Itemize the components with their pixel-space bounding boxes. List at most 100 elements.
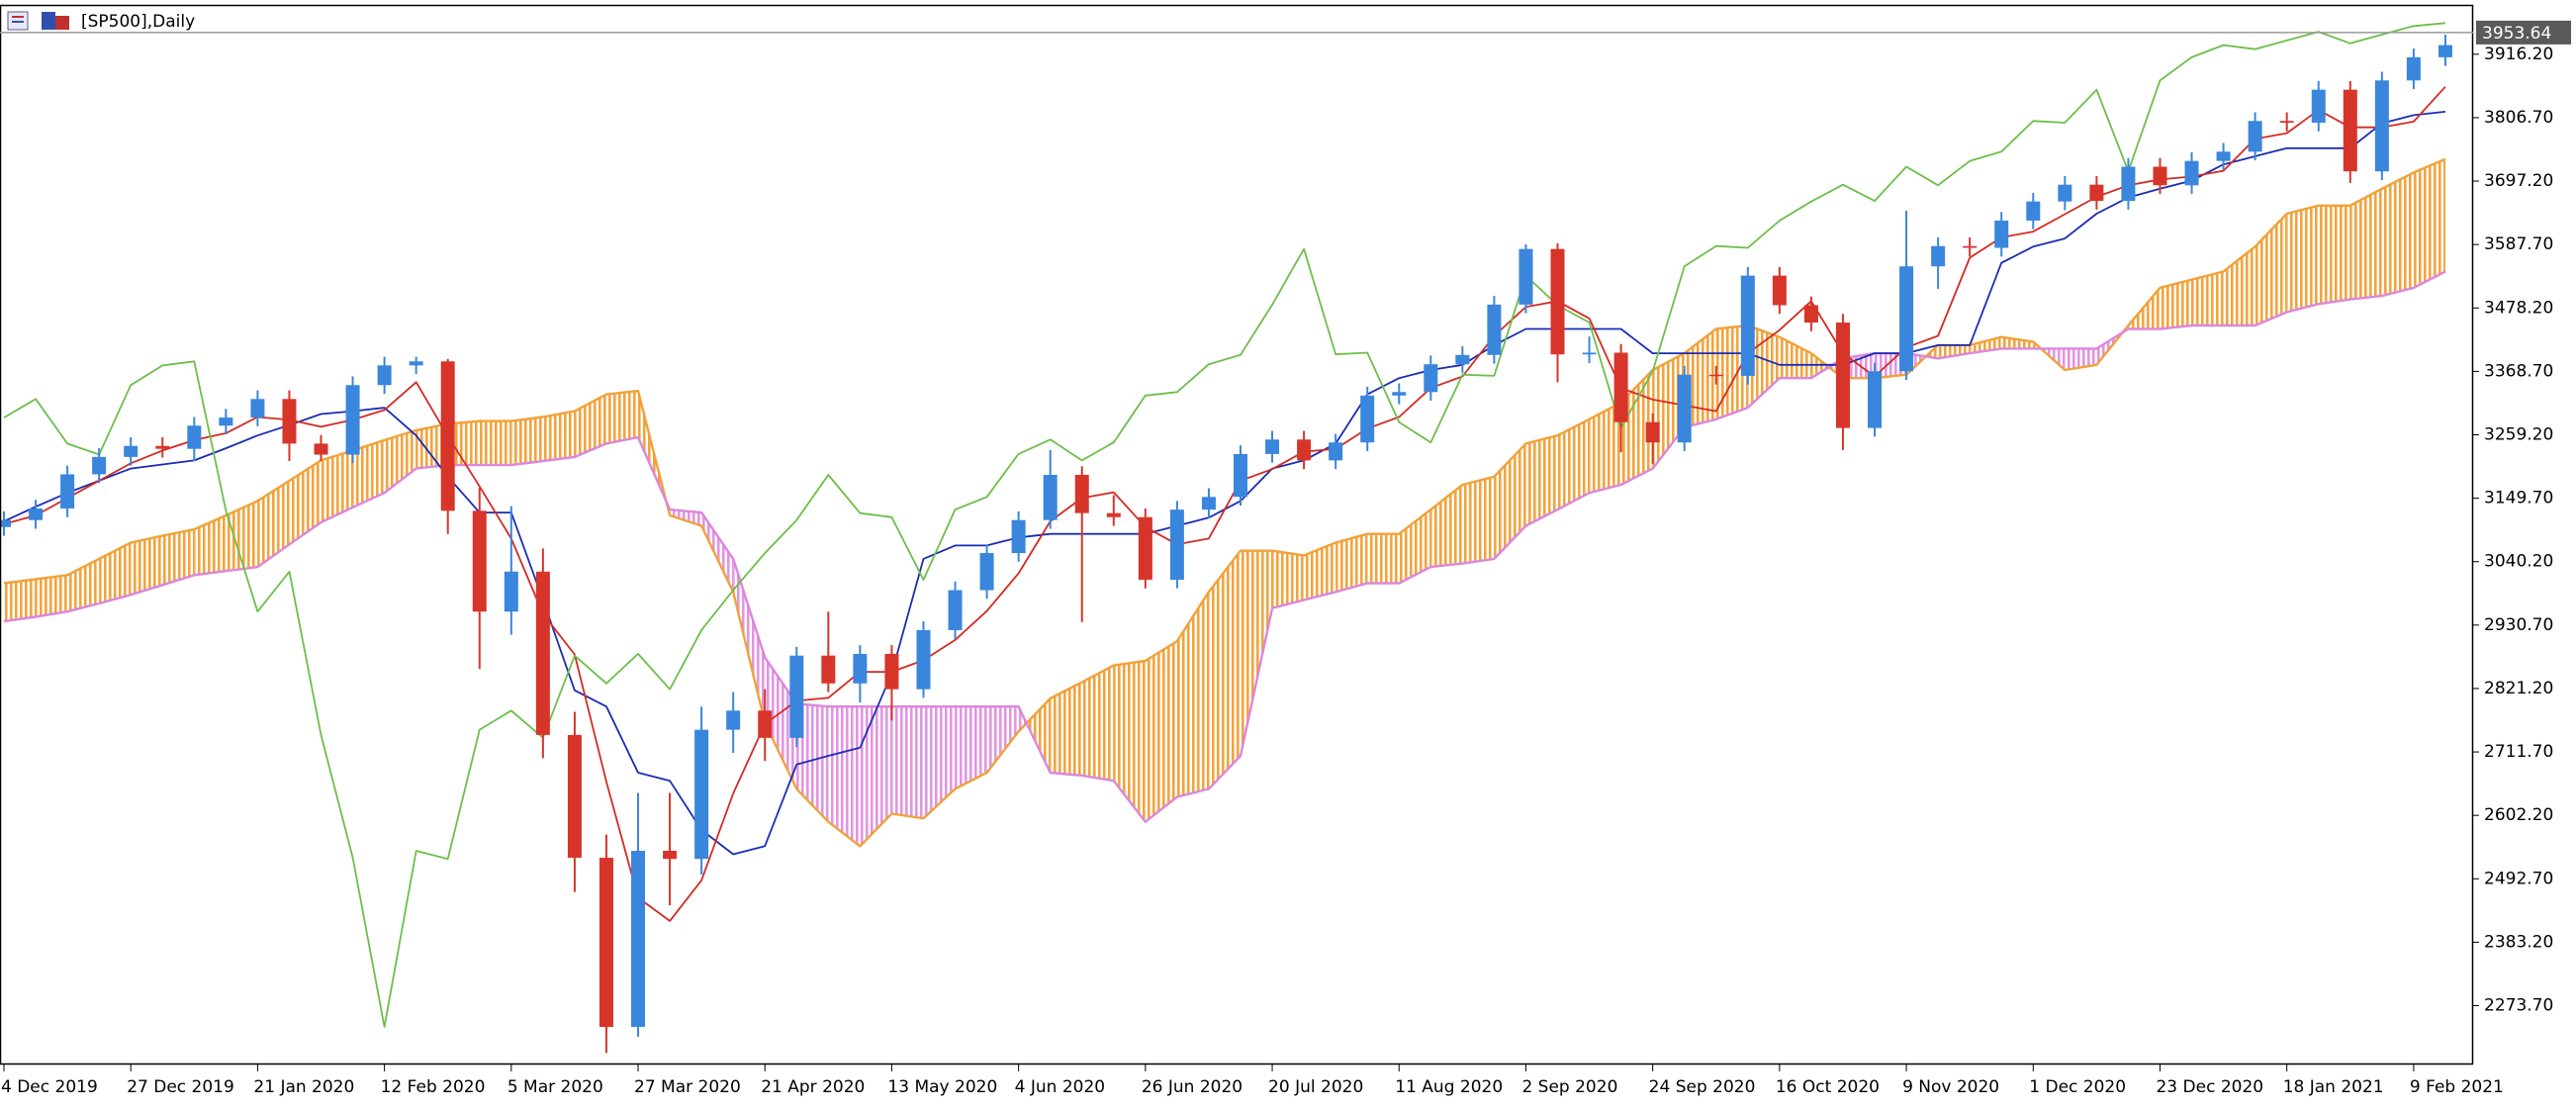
y-tick-label: 3149.70 [2484, 489, 2553, 509]
candle-body [598, 858, 613, 1028]
cloud [479, 420, 511, 466]
candle-body [1963, 245, 1978, 248]
cloud [1747, 324, 1780, 409]
cloud [670, 509, 702, 526]
y-tick-label: 3478.20 [2484, 298, 2553, 318]
cloud [1875, 353, 1907, 379]
candle-body [1772, 275, 1787, 306]
cloud [1652, 353, 1685, 469]
chart-title: [SP500],Daily [81, 12, 195, 32]
cloud [1462, 476, 1495, 564]
candle-body [1677, 374, 1692, 443]
cloud [605, 391, 639, 444]
candle-body [1518, 248, 1533, 305]
y-tick-label: 2602.20 [2484, 805, 2553, 825]
candle-body [2438, 45, 2452, 57]
y-tick-label: 2383.20 [2484, 932, 2553, 952]
cloud [796, 703, 829, 822]
candle-body [1360, 395, 1375, 443]
cloud [2191, 271, 2224, 325]
x-tick-label: 23 Dec 2020 [2156, 1077, 2263, 1097]
cloud [733, 558, 766, 723]
tenkan-line [3, 86, 2446, 922]
icon [12, 16, 24, 18]
cloud [1176, 592, 1209, 797]
cloud [384, 429, 416, 494]
cloud [860, 706, 892, 847]
span-b-line [3, 270, 2446, 823]
candle-body [2406, 56, 2421, 81]
cloud [1145, 641, 1177, 822]
candle-body [2248, 121, 2262, 152]
candle-body [567, 734, 582, 859]
x-tick-label: 9 Feb 2021 [2410, 1077, 2504, 1097]
candle-body [2343, 89, 2357, 172]
candle-body [1329, 442, 1343, 461]
candle-body [92, 456, 107, 475]
candle-body [1550, 248, 1565, 355]
candle-body [821, 655, 836, 684]
cloud [1779, 336, 1811, 379]
candle-body [1613, 352, 1628, 422]
candle-body [2374, 80, 2389, 172]
cloud [1304, 542, 1336, 601]
candle-body [2153, 166, 2167, 186]
candle-body [1169, 509, 1184, 580]
icon [55, 16, 69, 30]
cloud [828, 706, 861, 847]
cloud [923, 706, 956, 819]
y-tick-label: 2711.70 [2484, 742, 2553, 762]
x-tick-label: 9 Nov 2020 [1902, 1077, 1999, 1097]
candle-body [535, 571, 550, 735]
y-tick-label: 3806.70 [2484, 108, 2553, 128]
candle-body [663, 851, 678, 860]
cloud [447, 420, 480, 466]
cloud [2381, 172, 2414, 297]
y-tick-label: 3587.70 [2484, 234, 2553, 254]
cloud [289, 460, 322, 545]
candle-body [29, 508, 44, 520]
cloud [2065, 348, 2097, 371]
candle-body [1708, 374, 1723, 377]
cloud [1081, 665, 1114, 782]
candle-body [979, 553, 994, 591]
candle-body [187, 425, 202, 449]
chikou-line [3, 22, 2445, 1028]
cloud [1494, 443, 1526, 559]
candle-body [1074, 475, 1089, 513]
cloud [542, 411, 575, 461]
cloud [2349, 188, 2382, 300]
cloud [415, 423, 448, 469]
cloud [1525, 435, 1558, 526]
x-tick-label: 4 Jun 2020 [1015, 1077, 1105, 1097]
candle-body [694, 729, 709, 860]
cloud [1113, 660, 1146, 822]
cloud [574, 394, 606, 457]
candle-body [2216, 151, 2231, 161]
cloud [1938, 344, 1971, 359]
x-tick-label: 12 Feb 2020 [381, 1077, 486, 1097]
candle-body [789, 655, 804, 738]
candle-body [377, 365, 392, 386]
cloud [1241, 550, 1273, 756]
candle-body [758, 710, 773, 738]
candle-body [1424, 364, 1438, 393]
x-tick-label: 27 Mar 2020 [634, 1077, 741, 1097]
candle-body [504, 571, 518, 612]
x-tick-label: 27 Dec 2019 [127, 1077, 234, 1097]
cloud [36, 575, 68, 617]
cloud [891, 706, 924, 819]
cloud [226, 501, 258, 572]
x-tick-label: 1 Dec 2020 [2029, 1077, 2126, 1097]
candle-body [1265, 439, 1280, 454]
candle-body [1011, 519, 1026, 554]
x-tick-label: 18 Jan 2021 [2283, 1077, 2384, 1097]
y-tick-label: 2492.70 [2484, 869, 2553, 888]
icon [42, 12, 55, 30]
candle-body [1106, 512, 1121, 517]
cloud [1367, 533, 1400, 584]
cloud [321, 450, 353, 523]
cloud [2286, 205, 2319, 313]
last-price-tag [2476, 20, 2571, 45]
